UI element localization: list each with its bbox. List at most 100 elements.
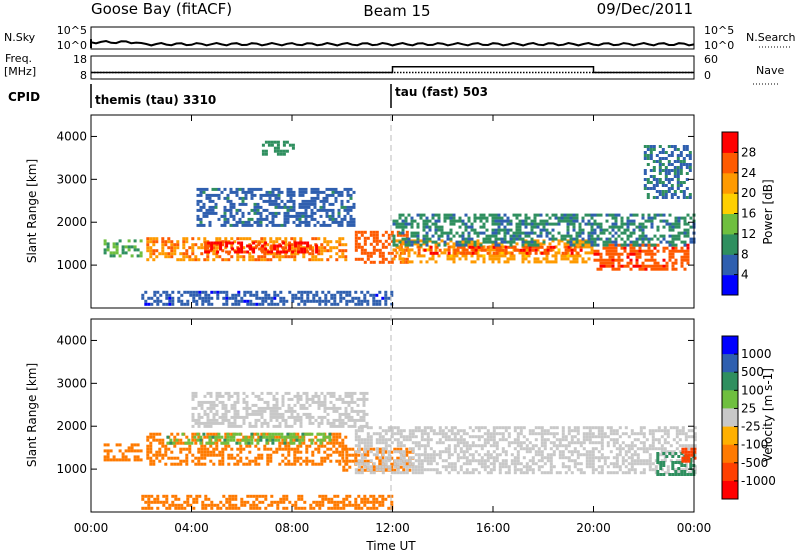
echo-cell bbox=[432, 468, 436, 472]
echo-cell bbox=[444, 435, 448, 439]
echo-cell bbox=[590, 225, 594, 229]
echo-cell bbox=[171, 500, 175, 504]
echo-cell bbox=[671, 234, 675, 238]
echo-cell bbox=[649, 151, 653, 154]
echo-cell bbox=[662, 464, 666, 467]
echo-cell bbox=[449, 254, 453, 258]
echo-cell bbox=[226, 196, 230, 200]
echo-cell bbox=[212, 246, 216, 250]
echo-cell bbox=[672, 426, 676, 430]
echo-cell bbox=[414, 429, 418, 433]
echo-cell bbox=[411, 471, 415, 475]
echo-cell bbox=[420, 471, 424, 475]
echo-cell bbox=[155, 450, 159, 454]
echo-cell bbox=[606, 456, 610, 460]
echo-cell bbox=[643, 151, 647, 154]
echo-cell bbox=[248, 450, 252, 454]
echo-cell bbox=[286, 208, 290, 212]
echo-cell bbox=[570, 450, 574, 454]
echo-cell bbox=[307, 220, 311, 224]
echo-cell bbox=[210, 290, 214, 294]
echo-cell bbox=[677, 225, 681, 229]
echo-cell bbox=[596, 234, 600, 238]
echo-cell bbox=[219, 247, 223, 251]
echo-cell bbox=[585, 435, 589, 439]
echo-cell bbox=[395, 219, 399, 223]
echo-cell bbox=[656, 237, 660, 241]
echo-cell bbox=[411, 441, 415, 445]
echo-cell bbox=[236, 391, 240, 395]
echo-cell bbox=[422, 225, 426, 229]
echo-cell bbox=[416, 240, 420, 244]
echo-cell bbox=[268, 196, 272, 200]
echo-cell bbox=[372, 447, 376, 451]
echo-cell bbox=[642, 450, 646, 454]
echo-cell bbox=[221, 415, 225, 419]
echo-cell bbox=[664, 193, 668, 196]
echo-cell bbox=[260, 424, 264, 428]
echo-cell bbox=[259, 217, 263, 221]
echo-cell bbox=[272, 397, 276, 401]
echo-cell bbox=[662, 258, 666, 262]
echo-cell bbox=[500, 240, 504, 244]
echo-cell bbox=[399, 465, 403, 469]
echo-cell bbox=[340, 205, 344, 209]
echo-cell bbox=[239, 438, 243, 442]
echo-cell bbox=[572, 254, 576, 258]
echo-cell bbox=[242, 406, 246, 410]
echo-cell bbox=[398, 240, 402, 244]
echo-cell bbox=[149, 459, 153, 463]
echo-cell bbox=[655, 181, 659, 184]
echo-cell bbox=[375, 465, 379, 469]
echo-cell bbox=[174, 497, 178, 501]
echo-cell bbox=[687, 471, 691, 475]
echo-cell bbox=[273, 296, 277, 300]
echo-cell bbox=[668, 234, 672, 238]
echo-cell bbox=[221, 394, 225, 398]
echo-cell bbox=[112, 458, 116, 462]
echo-cell bbox=[474, 459, 478, 463]
echo-cell bbox=[133, 443, 137, 447]
echo-cell bbox=[255, 290, 259, 294]
echo-cell bbox=[658, 190, 662, 193]
echo-cell bbox=[576, 468, 580, 472]
echo-cell bbox=[680, 264, 684, 268]
echo-cell bbox=[261, 302, 265, 306]
echo-cell bbox=[417, 447, 421, 451]
echo-cell bbox=[233, 391, 237, 395]
echo-cell bbox=[307, 432, 311, 436]
echo-cell bbox=[203, 409, 207, 413]
echo-cell bbox=[476, 251, 480, 255]
echo-cell bbox=[549, 245, 553, 249]
echo-cell bbox=[563, 242, 567, 246]
echo-cell bbox=[347, 412, 351, 416]
echo-cell bbox=[165, 290, 169, 294]
echo-cell bbox=[605, 261, 609, 265]
echo-cell bbox=[670, 196, 674, 199]
echo-cell bbox=[230, 421, 234, 425]
echo-cell bbox=[501, 465, 505, 469]
nave-tick-bottom: 0 bbox=[704, 69, 711, 82]
echo-cell bbox=[306, 250, 310, 254]
echo-cell bbox=[197, 447, 201, 451]
echo-cell bbox=[638, 225, 642, 229]
echo-cell bbox=[497, 222, 501, 226]
echo-cell bbox=[146, 237, 150, 241]
echo-cell bbox=[209, 409, 213, 413]
echo-cell bbox=[501, 432, 505, 436]
echo-cell bbox=[651, 444, 655, 448]
echo-cell bbox=[650, 219, 654, 223]
echo-cell bbox=[309, 290, 313, 294]
echo-cell bbox=[341, 252, 345, 256]
echo-cell bbox=[501, 426, 505, 430]
echo-cell bbox=[211, 441, 215, 445]
echo-cell bbox=[141, 296, 145, 300]
echo-cell bbox=[673, 145, 677, 148]
echo-cell bbox=[231, 506, 235, 510]
echo-cell bbox=[513, 468, 517, 472]
echo-cell bbox=[268, 435, 272, 439]
echo-cell bbox=[315, 247, 319, 251]
echo-cell bbox=[683, 249, 687, 253]
echo-cell bbox=[429, 438, 433, 442]
echo-cell bbox=[639, 459, 643, 463]
